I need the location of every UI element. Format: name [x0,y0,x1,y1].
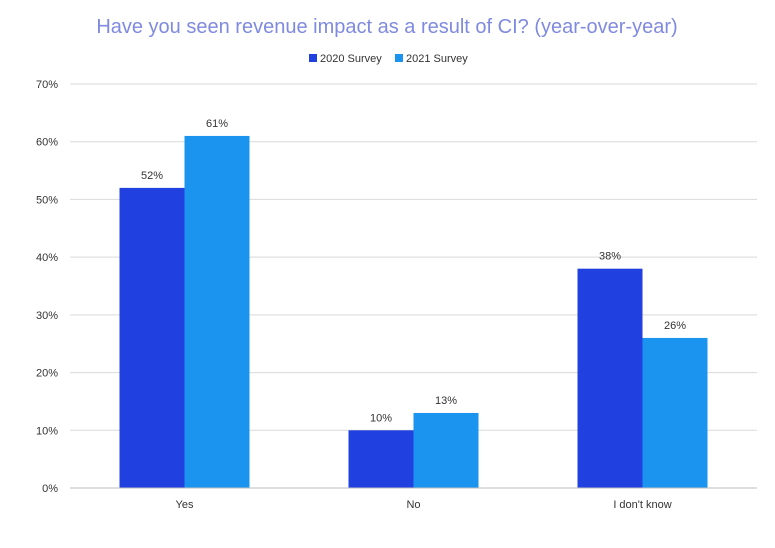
data-label: 13% [435,395,457,407]
chart-title: Have you seen revenue impact as a result… [96,16,677,38]
x-category-label: No [406,499,420,511]
x-category-label: I don't know [613,499,671,511]
data-label: 26% [664,320,686,332]
y-tick-label: 60% [36,137,58,149]
y-tick-label: 0% [42,483,58,495]
y-tick-label: 50% [36,194,58,206]
data-label: 38% [599,251,621,263]
bar-2021 [642,337,708,488]
y-tick-label: 30% [36,310,58,322]
y-tick-label: 10% [36,425,58,437]
y-axis: 0% 10% 20% 30% 40% 50% 60% 70% [36,79,58,495]
bar-2020 [119,187,185,488]
data-label: 10% [370,412,392,424]
bars [119,135,708,488]
y-tick-label: 70% [36,79,58,91]
legend-label-2020: 2020 Survey [320,53,382,65]
x-axis: Yes No I don't know [70,487,757,511]
legend: 2020 Survey 2021 Survey [309,53,468,65]
legend-swatch-2021 [395,54,403,62]
data-labels: 52% 61% 10% 13% 38% 26% [141,118,686,424]
y-tick-label: 20% [36,368,58,380]
bar-2021 [184,135,250,488]
bar-2020 [348,430,414,488]
data-label: 52% [141,170,163,182]
data-label: 61% [206,118,228,130]
legend-label-2021: 2021 Survey [406,53,468,65]
legend-swatch-2020 [309,54,317,62]
bar-2020 [577,268,643,488]
bar-2021 [413,412,479,488]
y-tick-label: 40% [36,252,58,264]
x-category-label: Yes [176,499,194,511]
